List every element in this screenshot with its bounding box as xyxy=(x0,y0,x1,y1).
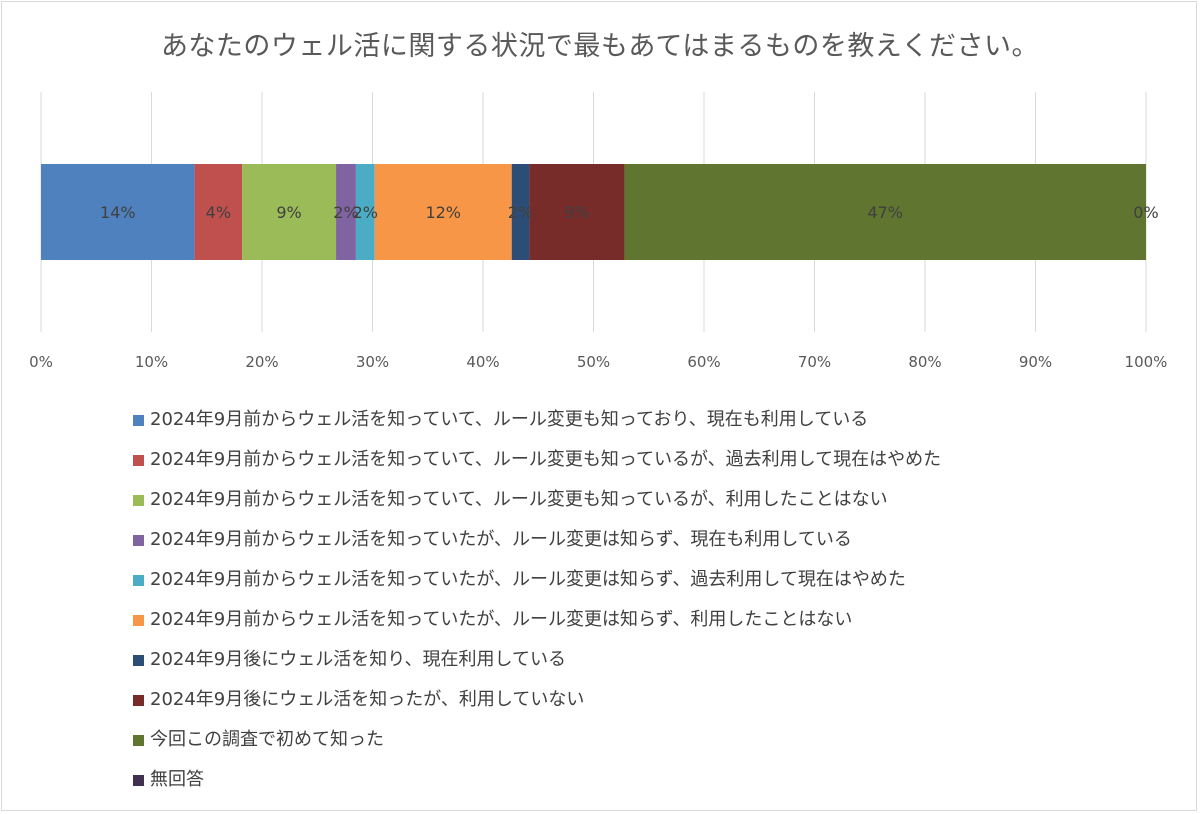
bar-segment xyxy=(194,164,243,260)
x-tick-label: 100% xyxy=(1125,353,1168,371)
legend-item: 今回この調査で初めて知った xyxy=(133,720,941,760)
legend-item: 2024年9月前からウェル活を知っていて、ルール変更も知っており、現在も利用して… xyxy=(133,400,941,440)
legend-item: 2024年9月後にウェル活を知り、現在利用している xyxy=(133,640,941,680)
legend-label: 2024年9月前からウェル活を知っていて、ルール変更も知っているが、利用したこと… xyxy=(150,489,888,510)
legend-label: 2024年9月前からウェル活を知っていたが、ルール変更は知らず、利用したことはな… xyxy=(150,609,853,630)
chart-title: あなたのウェル活に関する状況で最もあてはまるものを教えください。 xyxy=(160,31,1040,62)
chart-legend: 2024年9月前からウェル活を知っていて、ルール変更も知っており、現在も利用して… xyxy=(133,400,941,800)
x-tick-label: 0% xyxy=(29,353,53,371)
legend-item: 2024年9月前からウェル活を知っていたが、ルール変更は知らず、現在も利用してい… xyxy=(133,520,941,560)
legend-label: 2024年9月前からウェル活を知っていたが、ルール変更は知らず、現在も利用してい… xyxy=(150,529,852,550)
legend-item: 2024年9月前からウェル活を知っていて、ルール変更も知っているが、過去利用して… xyxy=(133,440,941,480)
legend-swatch xyxy=(133,574,144,586)
bar-segment xyxy=(355,164,375,260)
legend-label: 2024年9月前からウェル活を知っていて、ルール変更も知っているが、過去利用して… xyxy=(150,449,942,470)
bar-segment xyxy=(41,164,195,260)
data-label: 2% xyxy=(333,203,358,222)
bar-segment xyxy=(374,164,512,260)
legend-item: 2024年9月前からウェル活を知っていたが、ルール変更は知らず、過去利用して現在… xyxy=(133,560,941,600)
x-tick-label: 10% xyxy=(135,353,168,371)
bar-segment xyxy=(511,164,530,260)
legend-swatch xyxy=(133,494,144,506)
data-label: 4% xyxy=(206,203,231,222)
bar-segment xyxy=(336,164,356,260)
legend-label: 今回この調査で初めて知った xyxy=(150,729,384,750)
x-tick-label: 50% xyxy=(577,353,610,371)
data-label: 9% xyxy=(276,203,301,222)
legend-label: 無回答 xyxy=(150,769,204,790)
data-label: 14% xyxy=(100,203,136,222)
data-label: 2% xyxy=(508,203,533,222)
x-tick-label: 60% xyxy=(687,353,720,371)
x-tick-label: 40% xyxy=(466,353,499,371)
legend-item: 2024年9月前からウェル活を知っていて、ルール変更も知っているが、利用したこと… xyxy=(133,480,941,520)
legend-swatch xyxy=(133,734,144,746)
legend-swatch xyxy=(133,454,144,466)
chart-plot: 14% 4% 9% 2%2% 12% 2% 9% 47% 0% 0% 10% 20% 30% 40% 50… xyxy=(29,92,1168,371)
x-tick-label: 80% xyxy=(908,353,941,371)
x-tick-label: 90% xyxy=(1019,353,1052,371)
legend-swatch xyxy=(133,534,144,546)
data-label: 47% xyxy=(867,203,903,222)
legend-label: 2024年9月後にウェル活を知り、現在利用している xyxy=(150,649,566,670)
x-tick-label: 70% xyxy=(798,353,831,371)
legend-label: 2024年9月前からウェル活を知っていて、ルール変更も知っており、現在も利用して… xyxy=(150,409,869,430)
data-label: 9% xyxy=(564,203,589,222)
legend-swatch xyxy=(133,414,144,426)
legend-label: 2024年9月前からウェル活を知っていたが、ルール変更は知らず、過去利用して現在… xyxy=(150,569,906,590)
legend-swatch xyxy=(133,694,144,706)
legend-item: 無回答 xyxy=(133,760,941,800)
legend-label: 2024年9月後にウェル活を知ったが、利用していない xyxy=(150,689,585,710)
legend-item: 2024年9月後にウェル活を知ったが、利用していない xyxy=(133,680,941,720)
legend-swatch xyxy=(133,654,144,666)
x-tick-label: 30% xyxy=(356,353,389,371)
data-label: 0% xyxy=(1133,203,1158,222)
bar-segment xyxy=(624,164,1146,260)
data-label: 12% xyxy=(425,203,461,222)
bar-segment xyxy=(242,164,337,260)
bar-segment xyxy=(529,164,625,260)
legend-swatch xyxy=(133,774,144,786)
legend-swatch xyxy=(133,614,144,626)
data-label: 2% xyxy=(353,203,378,222)
x-tick-label: 20% xyxy=(245,353,278,371)
legend-item: 2024年9月前からウェル活を知っていたが、ルール変更は知らず、利用したことはな… xyxy=(133,600,941,640)
